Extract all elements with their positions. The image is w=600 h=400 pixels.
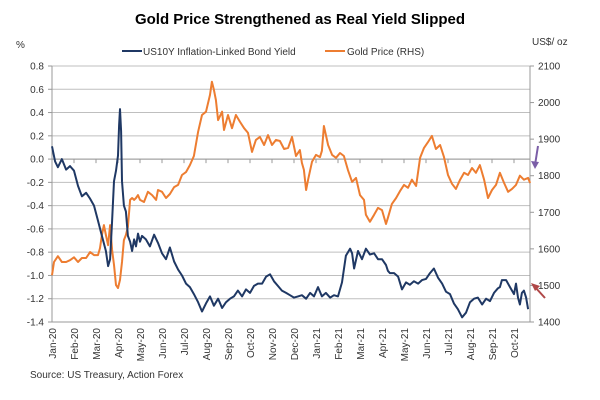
- x-tick-label: Oct-21: [510, 328, 521, 358]
- left-tick-label: -1.0: [27, 271, 45, 282]
- left-axis-ticks: 0.8 0.6 0.4 0.2 0.0 -0.2 -0.4 -0.6 -0.8 -1.0 -1.2 -…: [27, 62, 45, 329]
- right-tick-label: 1800: [538, 171, 561, 182]
- red-arrow-annotation: [531, 283, 546, 299]
- right-tick-label: 1500: [538, 281, 561, 292]
- chart-title: Gold Price Strengthened as Real Yield Sl…: [135, 11, 465, 28]
- legend-label-yield: US10Y Inflation-Linked Bond Yield: [143, 47, 296, 58]
- purple-arrow-annotation: [531, 145, 539, 169]
- x-tick-label: Feb-20: [70, 328, 81, 360]
- gold-series-line: [51, 80, 532, 289]
- x-tick-label: Jul-20: [180, 328, 191, 356]
- x-tick-label: Feb-21: [334, 328, 345, 360]
- x-tick-label: Aug-21: [466, 328, 477, 361]
- right-tick-label: 1400: [538, 318, 561, 329]
- x-tick-label: Jul-21: [444, 328, 455, 356]
- gridlines: [52, 65, 530, 300]
- x-axis-ticks: Jan-20 Feb-20 Mar-20 Apr-20 May-20 Jun-20 Jul-…: [48, 328, 521, 362]
- yield-series-line: [51, 108, 530, 319]
- left-tick-label: -1.2: [27, 294, 45, 305]
- axes: [48, 65, 534, 323]
- left-tick-label: 0.4: [30, 108, 44, 119]
- legend: US10Y Inflation-Linked Bond Yield Gold P…: [122, 47, 424, 58]
- x-tick-label: Sep-21: [488, 328, 499, 361]
- x-tick-label: Apr-21: [378, 328, 389, 358]
- x-tick-label: Nov-20: [268, 328, 279, 361]
- right-tick-label: 2000: [538, 98, 561, 109]
- series-lines: [51, 80, 532, 319]
- x-tick-label: Mar-21: [356, 328, 367, 360]
- x-tick-label: Aug-20: [202, 328, 213, 361]
- x-tick-label: Dec-20: [290, 328, 301, 361]
- left-tick-label: 0.8: [30, 62, 44, 73]
- left-tick-label: 0.2: [30, 131, 44, 142]
- left-tick-label: -1.4: [27, 318, 45, 329]
- source-note: Source: US Treasury, Action Forex: [30, 370, 183, 381]
- x-tick-label: Jan-21: [312, 328, 323, 359]
- right-tick-label: 1700: [538, 208, 561, 219]
- x-tick-label: Oct-20: [246, 328, 257, 358]
- right-tick-label: 2100: [538, 62, 561, 73]
- left-tick-label: -0.4: [27, 201, 45, 212]
- right-axis-label: US$/ oz: [532, 37, 568, 48]
- x-tick-label: May-20: [136, 328, 147, 362]
- right-tick-label: 1900: [538, 135, 561, 146]
- x-tick-label: Jun-21: [422, 328, 433, 359]
- x-tick-label: Jan-20: [48, 328, 59, 359]
- red-arrow-head-icon: [531, 283, 540, 291]
- left-tick-label: 0.6: [30, 85, 44, 96]
- x-tick-label: Mar-20: [92, 328, 103, 360]
- left-axis-label: %: [16, 40, 25, 51]
- left-tick-label: -0.2: [27, 178, 45, 189]
- legend-label-gold: Gold Price (RHS): [347, 47, 424, 58]
- left-tick-label: -0.6: [27, 224, 45, 235]
- left-tick-label: 0.0: [30, 155, 44, 166]
- x-tick-label: Apr-20: [114, 328, 125, 358]
- right-tick-label: 1600: [538, 244, 561, 255]
- right-axis-ticks: 2100 2000 1900 1800 1700 1600 1500 1400: [538, 62, 561, 329]
- left-tick-label: -0.8: [27, 248, 45, 259]
- purple-arrow-head-icon: [531, 161, 539, 169]
- x-tick-label: Sep-20: [224, 328, 235, 361]
- x-tick-label: May-21: [400, 328, 411, 362]
- x-tick-label: Jun-20: [158, 328, 169, 359]
